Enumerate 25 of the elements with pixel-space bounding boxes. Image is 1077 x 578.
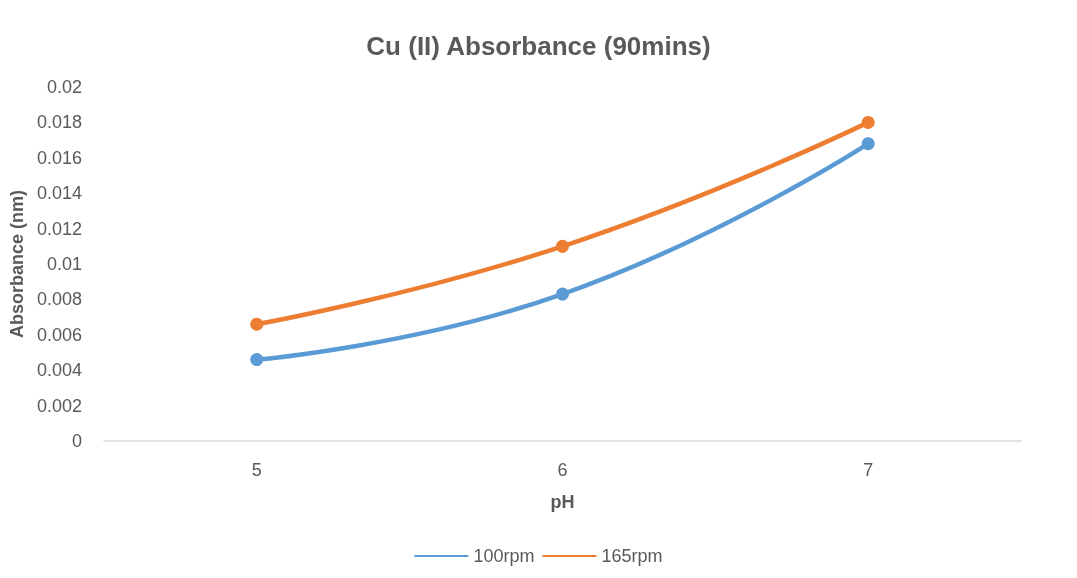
point xyxy=(555,239,569,253)
point xyxy=(250,353,264,367)
y-axis-title: Absorbance (nm) xyxy=(7,189,27,339)
point xyxy=(861,137,875,151)
y-tick-label: 0.01 xyxy=(46,254,82,274)
x-tick-label: 6 xyxy=(557,460,568,480)
y-tick-label: 0.004 xyxy=(36,360,82,381)
y-tick-label: 0.006 xyxy=(36,324,82,345)
point xyxy=(250,317,264,331)
y-tick-label: 0.018 xyxy=(36,112,82,133)
legend-label: 165rpm xyxy=(601,546,663,566)
y-tick-label: 0.012 xyxy=(36,218,82,239)
legend-label: 100rpm xyxy=(473,546,535,566)
x-tick-label: 7 xyxy=(863,460,874,480)
point xyxy=(555,287,569,301)
point xyxy=(861,115,875,129)
y-tick-label: 0.002 xyxy=(36,395,82,416)
y-tick-label: 0.02 xyxy=(46,77,82,97)
x-tick-label: 5 xyxy=(251,460,262,480)
x-axis-title: pH xyxy=(550,492,575,512)
y-tick-label: 0.016 xyxy=(36,147,82,168)
y-tick-label: 0.014 xyxy=(36,183,82,204)
y-tick-label: 0.008 xyxy=(36,289,82,310)
y-tick-label: 0 xyxy=(71,431,82,451)
chart-title: Cu (II) Absorbance (90mins) xyxy=(366,31,711,61)
